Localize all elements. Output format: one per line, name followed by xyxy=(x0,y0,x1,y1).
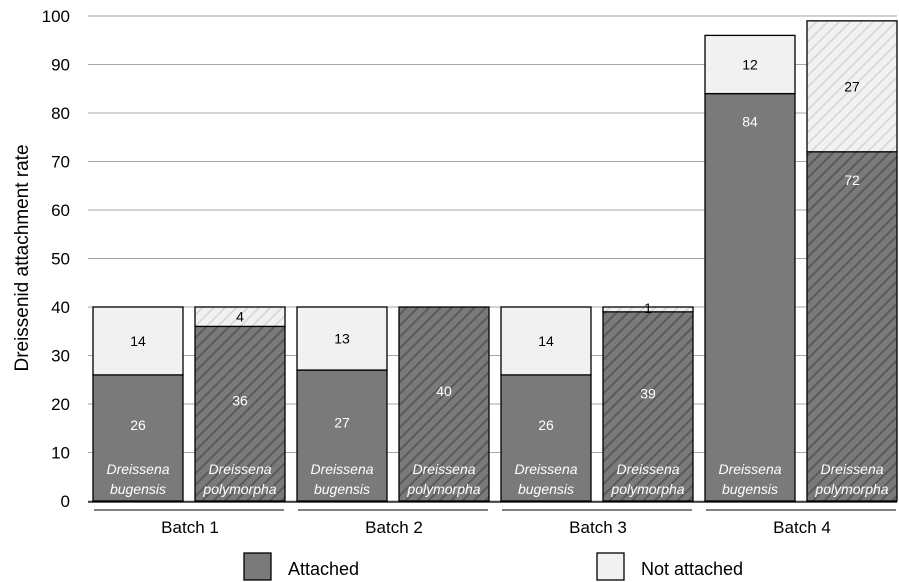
x-axis: Batch 1 Batch 2 Batch 3 Batch 4 xyxy=(88,501,897,537)
value-label-attached: 27 xyxy=(334,415,350,431)
value-label-not-attached: 14 xyxy=(538,333,554,349)
value-label-not-attached: 4 xyxy=(236,309,244,325)
species-label: polymorpha xyxy=(610,481,684,497)
bar-attached xyxy=(602,311,694,502)
y-tick-label: 10 xyxy=(51,444,70,463)
value-label-attached: 36 xyxy=(232,393,248,409)
bar-not-attached xyxy=(704,34,796,95)
y-tick-label: 0 xyxy=(61,492,70,511)
legend-swatch xyxy=(596,552,625,581)
legend-label: Attached xyxy=(288,559,359,579)
y-tick-label: 40 xyxy=(51,298,70,317)
species-label: bugensis xyxy=(110,481,166,497)
species-label: polymorpha xyxy=(202,481,276,497)
species-label: bugensis xyxy=(518,481,574,497)
species-label: Dreissena xyxy=(514,461,577,477)
value-label-not-attached: 27 xyxy=(844,78,860,94)
y-tick-label: 30 xyxy=(51,347,70,366)
bar-attached xyxy=(92,374,184,502)
species-label: Dreissena xyxy=(820,461,883,477)
bars: 26 14 Dreissena bugensis 36 4 Dreissena polymor… xyxy=(92,20,898,502)
legend: Attached Not attached xyxy=(243,552,743,581)
value-label-attached: 40 xyxy=(436,383,452,399)
species-label: Dreissena xyxy=(616,461,679,477)
bar-not-attached xyxy=(806,20,898,153)
value-label-not-attached: 12 xyxy=(742,57,758,73)
species-label: Dreissena xyxy=(310,461,373,477)
bar-not-attached xyxy=(602,306,694,313)
y-tick-label: 90 xyxy=(51,56,70,75)
species-label: Dreissena xyxy=(412,461,475,477)
value-label-attached: 72 xyxy=(844,172,860,188)
y-tick-label: 60 xyxy=(51,201,70,220)
species-label: Dreissena xyxy=(208,461,271,477)
y-tick-label: 20 xyxy=(51,395,70,414)
batch-label: Batch 3 xyxy=(569,518,627,537)
batch-label: Batch 4 xyxy=(773,518,831,537)
bar-attached xyxy=(194,325,286,502)
value-label-not-attached: 13 xyxy=(334,331,350,347)
value-label-attached: 26 xyxy=(538,417,554,433)
legend-swatch xyxy=(243,552,272,581)
batch-label: Batch 1 xyxy=(161,518,219,537)
bar-attached xyxy=(398,306,490,502)
species-label: polymorpha xyxy=(406,481,480,497)
y-tick-label: 70 xyxy=(51,153,70,172)
batch-label: Batch 2 xyxy=(365,518,423,537)
value-label-attached: 84 xyxy=(742,114,758,130)
bar-attached xyxy=(806,151,898,502)
bar-not-attached xyxy=(92,306,184,376)
value-label-not-attached: 1 xyxy=(644,300,652,316)
value-label-attached: 26 xyxy=(130,417,146,433)
y-axis-title: Dreissenid attachment rate xyxy=(12,144,33,371)
bar-not-attached xyxy=(500,306,592,376)
bar-not-attached xyxy=(194,306,286,328)
species-label: Dreissena xyxy=(106,461,169,477)
y-tick-label: 50 xyxy=(51,250,70,269)
y-axis-ticks: 0 10 20 30 40 50 60 70 80 90 100 xyxy=(42,7,70,511)
bar-not-attached xyxy=(296,306,388,371)
species-label: Dreissena xyxy=(718,461,781,477)
bar-attached xyxy=(296,369,388,502)
y-tick-label: 80 xyxy=(51,104,70,123)
bar-attached xyxy=(704,92,796,502)
species-label: polymorpha xyxy=(814,481,888,497)
legend-label: Not attached xyxy=(641,559,743,579)
value-label-not-attached: 14 xyxy=(130,333,146,349)
bar-attached xyxy=(500,374,592,502)
value-label-attached: 39 xyxy=(640,385,656,401)
species-label: bugensis xyxy=(314,481,370,497)
species-label: bugensis xyxy=(722,481,778,497)
y-tick-label: 100 xyxy=(42,7,70,26)
